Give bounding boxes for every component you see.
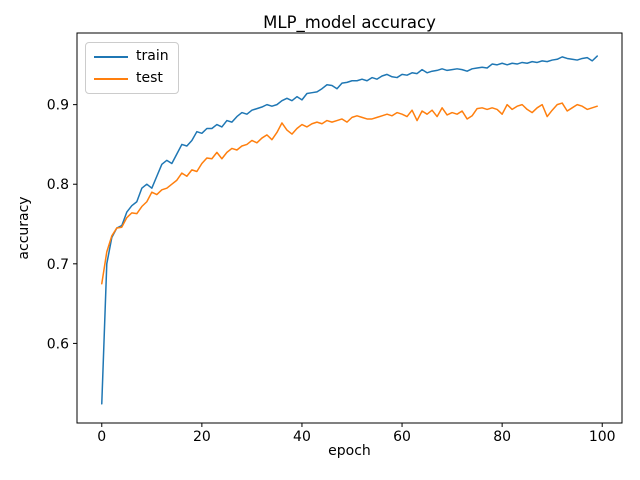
svg-text:0.6: 0.6 [47, 336, 69, 352]
legend-label-test: test [136, 70, 163, 86]
svg-text:0: 0 [97, 429, 106, 445]
test-line-swatch [94, 77, 128, 80]
svg-text:80: 80 [493, 429, 511, 445]
svg-text:0.8: 0.8 [47, 177, 69, 193]
x-axis-label: epoch [328, 443, 371, 459]
svg-text:100: 100 [589, 429, 616, 445]
train-line-swatch [94, 55, 128, 58]
y-axis-label: accuracy [16, 196, 32, 260]
svg-text:60: 60 [393, 429, 411, 445]
legend: train test [85, 42, 179, 94]
svg-text:0.7: 0.7 [47, 257, 69, 273]
svg-text:0.9: 0.9 [47, 98, 69, 114]
svg-text:40: 40 [293, 429, 311, 445]
chart-title: MLP_model accuracy [263, 13, 436, 32]
svg-text:20: 20 [193, 429, 211, 445]
legend-item-train: train [94, 48, 169, 65]
legend-item-test: test [94, 70, 169, 87]
legend-label-train: train [136, 48, 169, 64]
